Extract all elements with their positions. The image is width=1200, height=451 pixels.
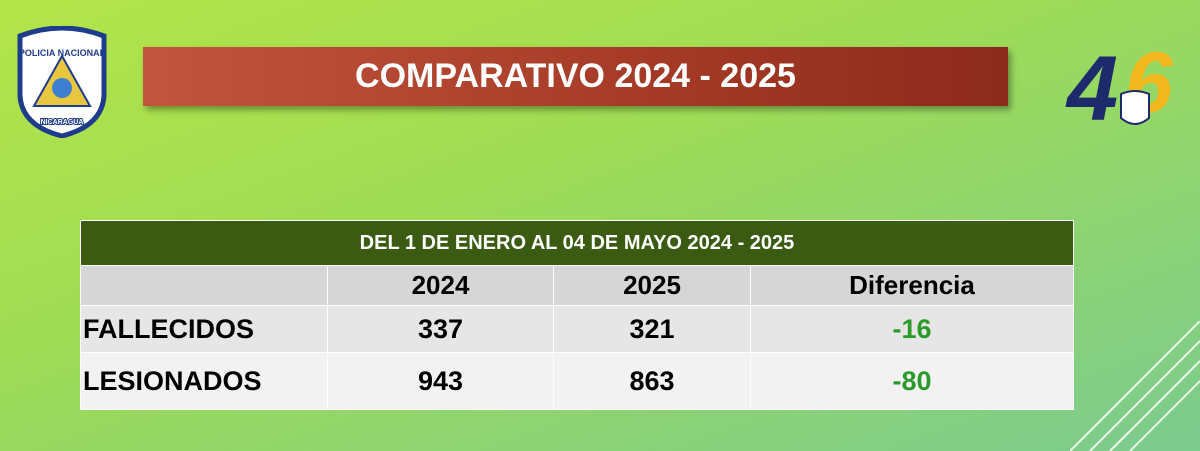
column-header: 2024 xyxy=(327,265,554,306)
cell: -16 xyxy=(750,305,1074,353)
cell: -80 xyxy=(750,352,1074,410)
anniversary-logo: 4 6 xyxy=(1065,35,1174,136)
row-label: LESIONADOS xyxy=(80,352,328,410)
column-header: Diferencia xyxy=(750,265,1074,306)
title: COMPARATIVO 2024 - 2025 xyxy=(355,57,796,95)
logo-top-text: POLICIA NACIONAL xyxy=(19,48,106,58)
logo-digit: 4 xyxy=(1065,38,1118,136)
comparison-table: DEL 1 DE ENERO AL 04 DE MAYO 2024 - 2025… xyxy=(80,220,1074,410)
header-row: 2024 2025 Diferencia xyxy=(80,265,1074,306)
cell: 321 xyxy=(553,305,751,353)
cell: 337 xyxy=(327,305,554,353)
decoration xyxy=(1070,321,1200,451)
row-label: FALLECIDOS xyxy=(80,305,328,353)
table-row: LESIONADOS 943 863 -80 xyxy=(80,352,1074,410)
logo-bottom-text: NICARAGUA xyxy=(41,119,84,126)
column-header: 2025 xyxy=(553,265,751,306)
police-logo: POLICIA NACIONAL NICARAGUA xyxy=(17,26,107,138)
table-caption: DEL 1 DE ENERO AL 04 DE MAYO 2024 - 2025 xyxy=(80,220,1074,266)
cell: 863 xyxy=(553,352,751,410)
title-banner: COMPARATIVO 2024 - 2025 xyxy=(143,47,1008,106)
empty-cell xyxy=(80,265,328,306)
table-row: FALLECIDOS 337 321 -16 xyxy=(80,305,1074,353)
cell: 943 xyxy=(327,352,554,410)
